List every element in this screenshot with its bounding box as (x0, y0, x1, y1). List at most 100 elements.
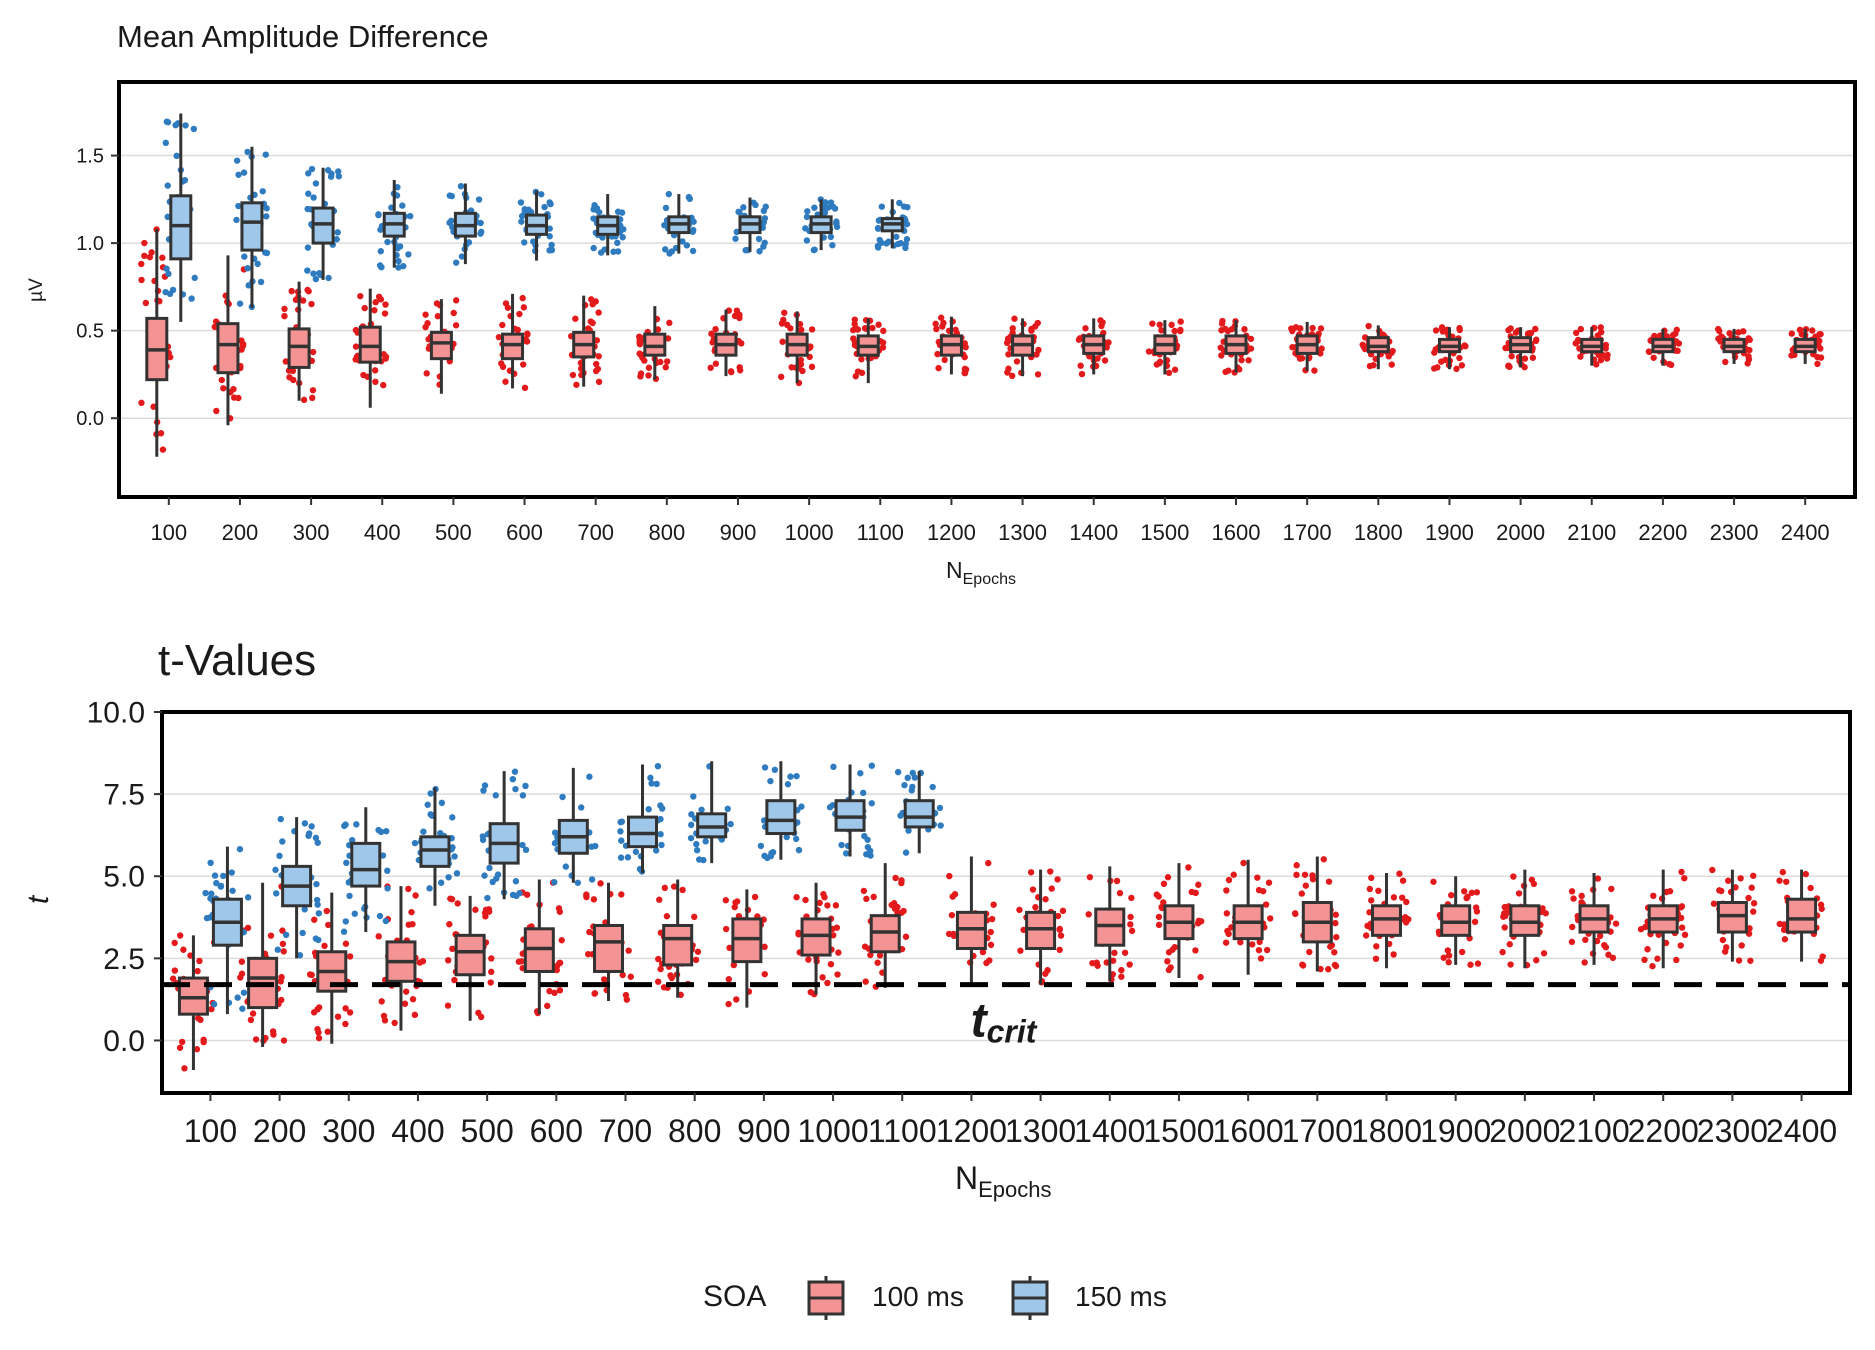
point-100ms-1300 (1035, 346, 1042, 354)
point-100ms-1100 (862, 978, 869, 985)
point-100ms-900 (733, 307, 741, 314)
point-150ms-100 (206, 914, 214, 921)
point-150ms-200 (315, 936, 322, 944)
panel-amplitude-x-ticks: 100 200 300 400 500 600 700 800 900 1000 1100 1200 1… (150, 497, 1830, 545)
point-100ms-900 (726, 944, 733, 952)
point-100ms-1200 (987, 928, 994, 936)
point-100ms-600 (546, 987, 553, 995)
point-150ms-900 (793, 772, 800, 780)
point-100ms-1000 (835, 949, 842, 956)
point-100ms-1200 (979, 948, 987, 956)
point-150ms-1100 (909, 769, 916, 777)
point-100ms-1700 (1297, 325, 1304, 332)
point-100ms-600 (544, 1002, 551, 1010)
point-150ms-200 (299, 929, 306, 937)
x-tick-label: 900 (720, 520, 757, 545)
point-100ms-800 (667, 972, 674, 979)
point-100ms-600 (504, 304, 512, 311)
point-150ms-900 (757, 842, 765, 850)
point-150ms-1100 (876, 236, 883, 244)
point-100ms-200 (238, 958, 246, 965)
point-150ms-200 (244, 265, 251, 272)
point-100ms-2300 (1747, 957, 1754, 964)
point-100ms-2300 (1750, 900, 1758, 907)
panel-tvalues-x-ticks: 100 200 300 400 500 600 700 800 900 1000 1100 12001… (184, 1093, 1837, 1149)
point-150ms-1000 (827, 199, 835, 206)
point-100ms-600 (495, 333, 503, 341)
x-tick-label: 1100 (857, 520, 904, 545)
point-100ms-1300 (1029, 886, 1037, 893)
point-100ms-2200 (1651, 332, 1658, 340)
point-150ms-800 (698, 806, 705, 813)
point-100ms-900 (709, 339, 716, 346)
point-100ms-1000 (781, 309, 788, 316)
x-tick-label: 1300 (998, 520, 1047, 545)
point-150ms-700 (653, 780, 660, 788)
t-crit-label-sub: crit (987, 1014, 1038, 1050)
point-150ms-200 (296, 952, 304, 959)
point-100ms-200 (213, 407, 220, 415)
point-150ms-700 (652, 847, 660, 854)
point-150ms-1100 (874, 244, 882, 251)
point-100ms-1100 (867, 951, 874, 959)
point-100ms-100 (138, 399, 145, 407)
point-100ms-2200 (1666, 888, 1674, 895)
point-100ms-2000 (1532, 337, 1540, 345)
point-100ms-400 (372, 378, 379, 386)
point-150ms-700 (614, 239, 621, 247)
point-150ms-1100 (929, 783, 936, 791)
point-100ms-500 (449, 945, 456, 953)
point-100ms-1500 (1194, 920, 1202, 927)
point-100ms-1500 (1156, 321, 1163, 328)
point-100ms-1100 (869, 324, 876, 332)
point-100ms-600 (553, 962, 561, 970)
point-100ms-500 (488, 955, 495, 962)
y-tick-label: 5.0 (103, 861, 145, 894)
point-100ms-100 (208, 1005, 215, 1013)
x-tick-label: 2200 (1628, 1113, 1699, 1149)
panel-tvalues-boxes (177, 761, 1818, 1071)
point-100ms-300 (325, 921, 332, 929)
point-100ms-1400 (1127, 913, 1134, 921)
point-100ms-1000 (788, 364, 795, 371)
point-100ms-300 (299, 297, 307, 304)
point-100ms-1500 (1160, 899, 1167, 906)
point-100ms-2200 (1677, 914, 1685, 922)
point-150ms-400 (426, 885, 433, 892)
point-100ms-1900 (1448, 891, 1455, 899)
point-150ms-800 (690, 793, 697, 800)
point-100ms-300 (290, 376, 297, 384)
point-100ms-700 (583, 893, 590, 901)
point-100ms-1300 (1028, 327, 1035, 334)
point-150ms-900 (760, 207, 768, 215)
point-150ms-600 (530, 238, 537, 245)
point-150ms-500 (494, 871, 502, 878)
point-100ms-800 (655, 978, 662, 985)
point-100ms-200 (252, 1036, 260, 1043)
point-100ms-1000 (808, 363, 816, 371)
point-100ms-600 (520, 361, 527, 368)
point-100ms-100 (176, 932, 184, 939)
point-100ms-2200 (1675, 340, 1683, 347)
point-100ms-1200 (986, 957, 993, 964)
point-100ms-400 (371, 307, 378, 314)
point-150ms-900 (736, 209, 743, 216)
point-100ms-2300 (1740, 328, 1747, 335)
point-150ms-200 (257, 278, 265, 286)
x-tick-label: 100 (150, 520, 187, 545)
point-150ms-300 (310, 194, 317, 201)
point-100ms-2100 (1602, 341, 1610, 349)
point-100ms-600 (502, 378, 509, 385)
point-150ms-500 (492, 792, 499, 799)
point-100ms-1700 (1317, 965, 1324, 973)
point-150ms-500 (512, 878, 520, 885)
point-100ms-2100 (1570, 895, 1577, 902)
point-150ms-100 (210, 1001, 218, 1008)
point-100ms-1300 (1017, 947, 1024, 954)
point-100ms-1500 (1185, 864, 1192, 871)
point-100ms-2000 (1529, 354, 1537, 361)
point-100ms-700 (592, 298, 599, 305)
point-150ms-400 (399, 202, 406, 209)
point-100ms-1700 (1299, 961, 1306, 968)
point-100ms-1000 (834, 971, 841, 978)
